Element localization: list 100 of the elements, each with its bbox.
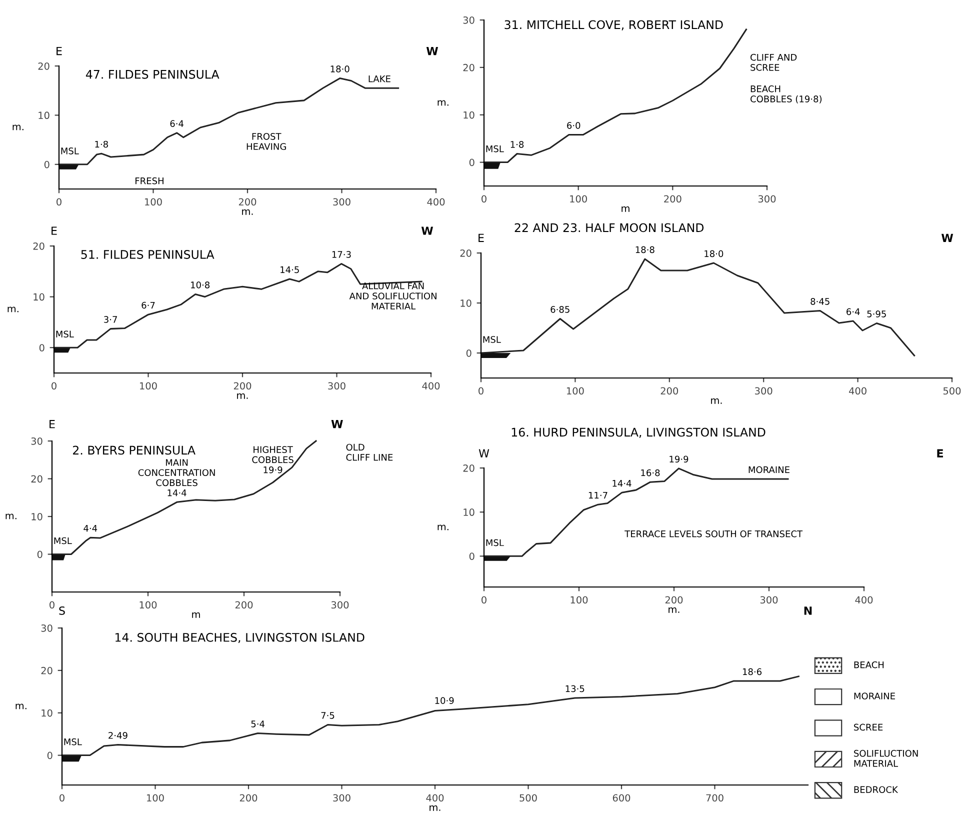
y-tick-label: 10	[464, 508, 474, 516]
x-tick-label: 500	[943, 387, 961, 395]
annotation: MSL	[61, 147, 79, 154]
annotation: 2·49	[108, 732, 128, 739]
text: SOLIFLUCTION MATERIAL	[854, 750, 918, 767]
annotation: CLIFF AND SCREE	[750, 54, 797, 71]
y-tick-label: 0	[469, 552, 474, 560]
annotation: MSL	[483, 336, 501, 343]
x-tick-label: 100	[570, 596, 588, 604]
text: E	[52, 226, 57, 235]
x-tick-label: 300	[331, 601, 349, 609]
annotation: 5·95	[867, 310, 886, 318]
x-tick-label: 0	[478, 387, 484, 395]
chart-title: 16. HURD PENINSULA, LIVINGSTON ISLAND	[512, 428, 766, 438]
x-tick-label: 400	[422, 382, 440, 390]
annotation: MORAINE	[748, 466, 790, 474]
annotation: 10·9	[435, 697, 454, 704]
x-tick-label: 300	[755, 387, 772, 395]
x-axis-title: m.	[711, 398, 722, 404]
chart-title: 22 AND 23. HALF MOON ISLAND	[514, 223, 704, 232]
x-tick-label: 200	[660, 387, 678, 395]
annotation: ALLUVIAL FAN AND SOLIFLUCTION MATERIAL	[349, 282, 436, 310]
line-series	[480, 258, 916, 356]
chart-title: 2. BYERS PENINSULA	[73, 446, 196, 455]
x-tick-label: 100	[566, 387, 584, 395]
annotation: 3·7	[104, 316, 117, 323]
text: W	[426, 46, 438, 56]
y-tick-label: 0	[47, 752, 52, 760]
annotation: 1·8	[95, 140, 108, 148]
annotation: MAIN CONCENTRATION COBBLES 14·4	[138, 459, 215, 496]
x-tick-label: 200	[234, 382, 252, 390]
x-tick-label: 100	[147, 794, 164, 802]
x-tick-label: 0	[60, 794, 64, 802]
annotation: 18·0	[704, 250, 724, 258]
annotation: 16·8	[641, 469, 660, 476]
x-tick-label: 300	[333, 198, 350, 206]
annotation: 14·5	[280, 266, 299, 274]
annotation: 11·7	[588, 492, 608, 499]
annotation: HIGHEST COBBLES 19·9	[252, 446, 294, 474]
annotation: 10·8	[191, 282, 210, 288]
chart-title: 47. FILDES PENINSULA	[86, 70, 220, 79]
y-tick-label: 20	[463, 64, 474, 72]
text: W	[331, 420, 343, 428]
y-axis-title: m.	[12, 124, 24, 130]
annotation: FROST HEAVING	[246, 132, 286, 150]
y-tick-label: 0	[466, 349, 472, 357]
text: OLD CLIFF LINE	[346, 444, 393, 461]
x-tick-label: 300	[760, 596, 778, 604]
x-tick-label: 600	[612, 794, 630, 802]
text: BEDROCK	[854, 786, 898, 794]
x-tick-label: 400	[427, 198, 445, 206]
y-tick-label: 20	[33, 242, 44, 250]
x-tick-label: 300	[333, 794, 350, 802]
y-axis-title: m.	[438, 100, 448, 106]
annotation: MSL	[486, 145, 504, 152]
x-tick-label: 0	[482, 195, 486, 203]
x-tick-label: 100	[140, 601, 157, 609]
text: E	[478, 234, 484, 242]
annotation: MSL	[486, 539, 504, 546]
annotation: 7·5	[321, 712, 334, 719]
x-axis-title: m.	[237, 393, 248, 399]
annotation: 18·6	[742, 668, 762, 676]
y-tick-label: 20	[31, 475, 42, 483]
x-tick-label: 100	[145, 198, 162, 206]
y-tick-label: 0	[44, 160, 50, 168]
annotation: 1·8	[510, 141, 524, 148]
text: W	[421, 226, 434, 235]
annotation: 14·4	[612, 480, 632, 487]
y-tick-label: 20	[463, 464, 474, 472]
chart-title: 31. MITCHELL COVE, ROBERT ISLAND	[504, 20, 723, 30]
annotation: 18·0	[330, 66, 350, 72]
x-axis-title: m	[622, 206, 630, 212]
text: E	[50, 420, 55, 428]
y-tick-label: 10	[38, 112, 50, 120]
annotation: 5·4	[251, 720, 264, 728]
y-tick-label: 30	[31, 437, 42, 445]
text: W	[478, 449, 490, 458]
annotation: 6·0	[567, 122, 580, 129]
y-tick-label: 20	[460, 249, 472, 257]
y-tick-label: 30	[41, 624, 52, 632]
annotation: 6·85	[550, 306, 570, 313]
y-axis-title: m.	[16, 704, 26, 710]
y-axis-title: m.	[438, 524, 448, 530]
x-axis-title: m.	[242, 209, 253, 215]
x-tick-label: 400	[855, 596, 873, 604]
x-axis-title: m.	[430, 805, 440, 811]
annotation: MSL	[54, 537, 72, 544]
y-tick-label: 10	[32, 512, 42, 520]
y-tick-label: 10	[464, 111, 474, 119]
chart-title: 14. SOUTH BEACHES, LIVINGSTON ISLAND	[116, 632, 364, 644]
annotation: 6·4	[170, 120, 184, 127]
chart-title: 51. FILDES PENINSULA	[81, 250, 214, 259]
x-tick-label: 100	[140, 382, 157, 390]
annotation: 8·45	[810, 298, 830, 305]
x-tick-label: 200	[665, 596, 683, 604]
annotation: 6·4	[846, 308, 860, 316]
text: BEACH	[854, 661, 884, 668]
y-tick-label: 30	[463, 16, 474, 24]
annotation: TERRACE LEVELS SOUTH OF TRANSECT	[624, 530, 803, 538]
annotation: MSL	[64, 738, 82, 746]
